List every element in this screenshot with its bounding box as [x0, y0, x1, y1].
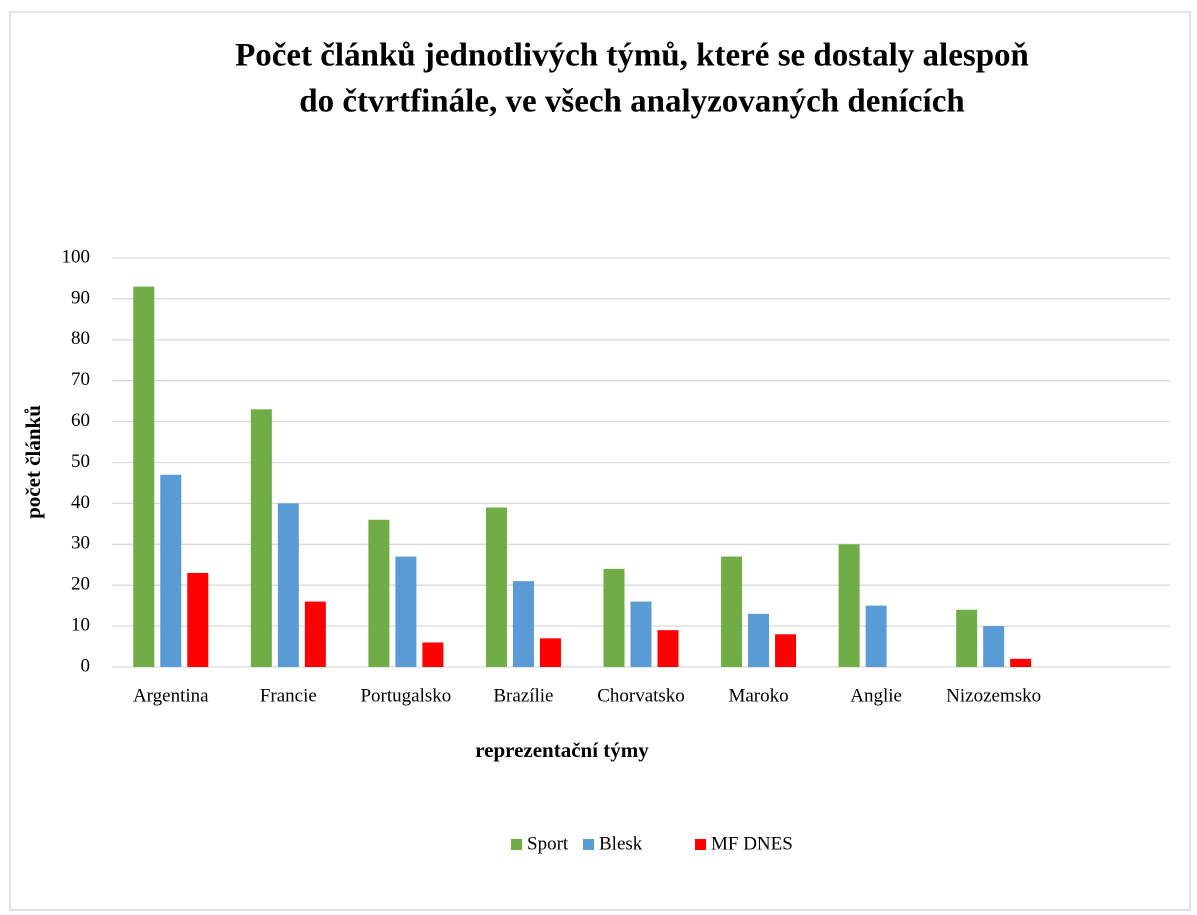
bar [721, 556, 743, 667]
bar [1010, 658, 1032, 667]
x-tick-label: Nizozemsko [946, 685, 1041, 706]
bar [187, 572, 209, 667]
x-tick-label: Maroko [728, 685, 788, 706]
bar [250, 409, 272, 667]
x-tick-label: Anglie [850, 685, 902, 706]
y-tick-label: 10 [71, 614, 90, 635]
bar [485, 507, 507, 667]
x-tick-label: Francie [260, 685, 317, 706]
x-axis-title: reprezentační týmy [475, 738, 649, 762]
y-tick-label: 20 [71, 574, 90, 595]
chart-title: do čtvrtfinále, ve všech analyzovaných d… [299, 84, 964, 120]
bar [748, 613, 770, 667]
x-tick-label: Chorvatsko [597, 685, 685, 706]
bar [983, 626, 1005, 667]
y-tick-label: 30 [71, 533, 90, 554]
y-tick-label: 60 [71, 410, 90, 431]
legend-label: MF DNES [711, 833, 793, 854]
bar [956, 609, 978, 667]
y-tick-label: 40 [71, 492, 90, 513]
y-axis-title: počet článků [21, 405, 45, 519]
bar [395, 556, 417, 667]
bar [512, 581, 534, 667]
bar [838, 544, 860, 667]
bar [657, 630, 679, 667]
y-tick-label: 50 [71, 451, 90, 472]
legend-swatch [583, 839, 594, 850]
legend-swatch [695, 839, 706, 850]
bar [133, 286, 155, 667]
legend-label: Sport [527, 833, 569, 854]
bar [603, 568, 625, 667]
legend-label: Blesk [599, 833, 643, 854]
bar [630, 601, 652, 667]
legend-swatch [511, 839, 522, 850]
bar [304, 601, 326, 667]
y-tick-label: 90 [71, 287, 90, 308]
x-tick-label: Portugalsko [360, 685, 451, 706]
bar [277, 503, 299, 667]
y-tick-label: 0 [81, 655, 91, 676]
y-tick-label: 100 [62, 246, 91, 267]
x-tick-label: Argentina [133, 685, 209, 706]
bar [865, 605, 887, 667]
bar [539, 638, 561, 667]
x-tick-label: Brazílie [493, 685, 553, 706]
chart-title: Počet článků jednotlivých týmů, které se… [235, 38, 1029, 74]
chart-frame [9, 11, 1191, 911]
y-tick-label: 70 [71, 369, 90, 390]
bar [368, 519, 390, 667]
bar [160, 474, 182, 667]
bar [775, 634, 797, 667]
bar [422, 642, 444, 667]
y-tick-label: 80 [71, 328, 90, 349]
